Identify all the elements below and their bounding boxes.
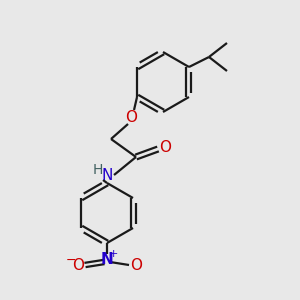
Text: −: − <box>66 254 76 266</box>
Text: N: N <box>100 251 113 266</box>
Text: O: O <box>130 259 142 274</box>
Text: N: N <box>101 169 113 184</box>
Text: H: H <box>93 163 103 177</box>
Text: O: O <box>125 110 137 124</box>
Text: O: O <box>159 140 171 155</box>
Text: +: + <box>108 249 118 259</box>
Text: O: O <box>72 259 84 274</box>
